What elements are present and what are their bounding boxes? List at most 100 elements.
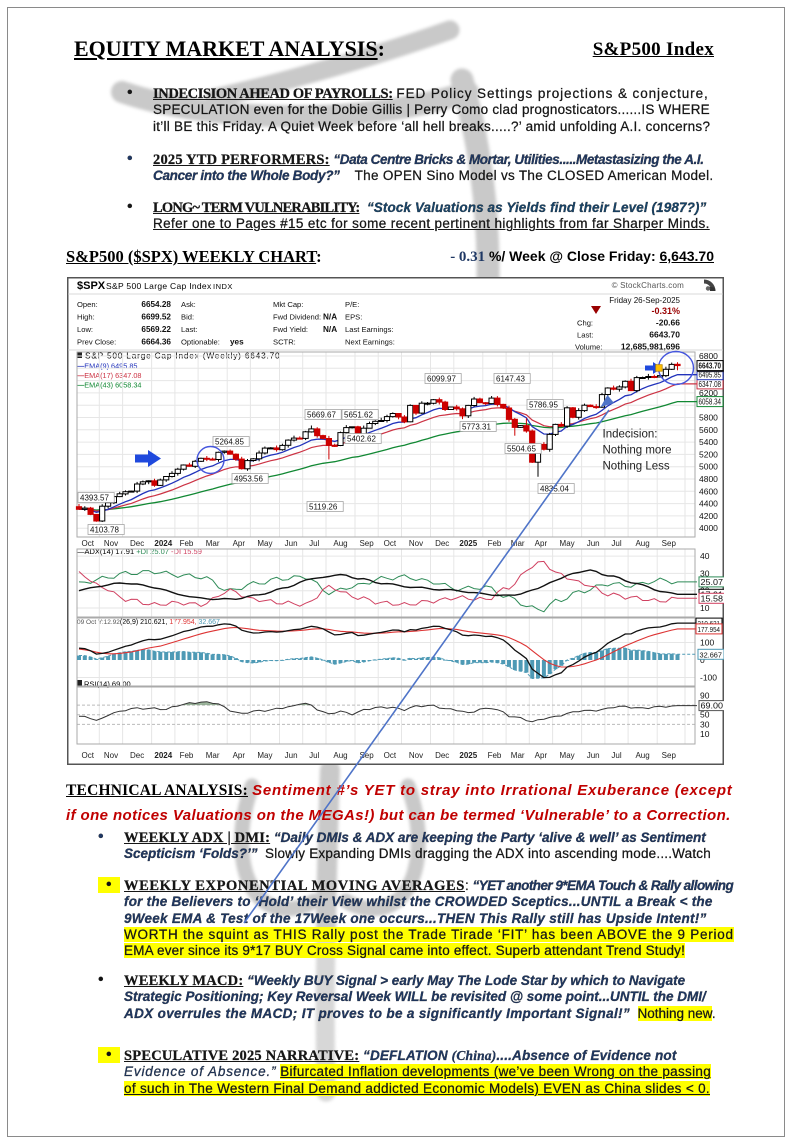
- svg-text:0: 0: [700, 655, 705, 665]
- svg-text:25.07: 25.07: [701, 578, 724, 587]
- svg-text:Mar: Mar: [206, 751, 220, 760]
- svg-text:May: May: [560, 539, 575, 548]
- svg-text:Oct: Oct: [81, 539, 94, 548]
- svg-text:Apr: Apr: [233, 751, 246, 760]
- svg-text:12,685,981,696: 12,685,981,696: [621, 342, 680, 352]
- svg-text:40: 40: [700, 551, 710, 561]
- svg-text:Friday 26-Sep-2025: Friday 26-Sep-2025: [609, 296, 680, 305]
- svg-text:6347.08: 6347.08: [699, 380, 722, 389]
- svg-text:2024: 2024: [154, 539, 172, 548]
- svg-text:Feb: Feb: [488, 539, 502, 548]
- svg-text:09 Oct Y:12.92(26,9) 210.621,: 09 Oct Y:12.92(26,9) 210.621, 177.954, 3…: [77, 619, 220, 626]
- svg-text:Jul: Jul: [309, 539, 319, 548]
- svg-text:5600: 5600: [699, 425, 718, 435]
- svg-text:Sep: Sep: [359, 539, 374, 548]
- svg-text:Aug: Aug: [635, 539, 649, 548]
- svg-text:6495.85: 6495.85: [699, 371, 722, 380]
- svg-text:Jul: Jul: [611, 539, 621, 548]
- svg-text:Mkt Cap:: Mkt Cap:: [273, 300, 303, 309]
- svg-text:4103.78: 4103.78: [90, 526, 119, 535]
- svg-text:5669.67: 5669.67: [307, 411, 336, 420]
- svg-text:Last Earnings:: Last Earnings:: [345, 325, 394, 334]
- svg-text:Jul: Jul: [611, 751, 621, 760]
- svg-text:N/A: N/A: [323, 313, 337, 322]
- svg-text:Last:: Last:: [181, 325, 197, 334]
- svg-text:Aug: Aug: [333, 751, 347, 760]
- svg-text:Dec: Dec: [130, 539, 144, 548]
- svg-text:Jun: Jun: [285, 539, 298, 548]
- svg-text:177.954: 177.954: [698, 625, 721, 634]
- svg-text:Mar: Mar: [511, 751, 525, 760]
- svg-text:6058.34: 6058.34: [699, 398, 722, 407]
- svg-text:Prev Close:: Prev Close:: [77, 338, 116, 347]
- svg-text:Sep: Sep: [662, 539, 677, 548]
- svg-text:Mar: Mar: [206, 539, 220, 548]
- svg-text:6643.70: 6643.70: [649, 330, 680, 340]
- svg-text:6699.52: 6699.52: [141, 313, 171, 322]
- svg-text:6800: 6800: [699, 351, 718, 361]
- svg-text:6147.43: 6147.43: [496, 375, 525, 384]
- svg-text:15.58: 15.58: [701, 594, 724, 603]
- svg-text:90: 90: [700, 691, 710, 701]
- svg-text:Ask:: Ask:: [181, 300, 196, 309]
- svg-text:5200: 5200: [699, 449, 718, 459]
- svg-text:Jun: Jun: [587, 751, 600, 760]
- svg-text:69.00: 69.00: [701, 702, 724, 711]
- svg-text:-0.31%: -0.31%: [651, 306, 680, 316]
- svg-text:6099.97: 6099.97: [427, 375, 456, 384]
- svg-text:-20.66: -20.66: [656, 318, 680, 328]
- svg-text:6569.22: 6569.22: [141, 325, 171, 334]
- svg-text:6643.70: 6643.70: [699, 362, 722, 371]
- svg-text:Jun: Jun: [587, 539, 600, 548]
- svg-text:4400: 4400: [699, 499, 718, 509]
- svg-text:2025: 2025: [459, 539, 477, 548]
- svg-text:5504.65: 5504.65: [507, 445, 536, 454]
- svg-text:S&P 500 Large Cap Index: S&P 500 Large Cap Index: [106, 281, 212, 291]
- svg-text:Dec: Dec: [130, 751, 144, 760]
- svg-text:Open:: Open:: [77, 300, 98, 309]
- svg-text:Nov: Nov: [104, 539, 118, 548]
- svg-text:Feb: Feb: [180, 751, 194, 760]
- svg-text:SCTR:: SCTR:: [273, 338, 296, 347]
- svg-text:EPS:: EPS:: [345, 313, 362, 322]
- svg-text:Dec: Dec: [435, 751, 449, 760]
- svg-text:30: 30: [700, 719, 710, 729]
- svg-text:Indecision:: Indecision:: [603, 429, 658, 441]
- svg-text:5786.95: 5786.95: [529, 401, 558, 410]
- svg-text:P/E:: P/E:: [345, 300, 359, 309]
- svg-text:32.667: 32.667: [700, 650, 723, 659]
- svg-text:—EMA(17) 6347.08: —EMA(17) 6347.08: [77, 371, 142, 380]
- svg-text:Feb: Feb: [488, 751, 502, 760]
- svg-text:5800: 5800: [699, 413, 718, 423]
- svg-text:—EMA(43) 6058.34: —EMA(43) 6058.34: [77, 381, 142, 390]
- svg-text:—EMA(9) 6495.85: —EMA(9) 6495.85: [77, 362, 137, 371]
- svg-text:Jun: Jun: [285, 751, 298, 760]
- svg-text:yes: yes: [230, 338, 244, 347]
- svg-text:RSI(14) 69.00: RSI(14) 69.00: [84, 680, 131, 689]
- svg-text:Nothing more: Nothing more: [603, 445, 672, 457]
- svg-text:6200: 6200: [699, 388, 718, 398]
- svg-text:Feb: Feb: [180, 539, 194, 548]
- svg-text:2024: 2024: [154, 751, 172, 760]
- svg-text:Fwd Yield:: Fwd Yield:: [273, 325, 308, 334]
- svg-text:10: 10: [700, 603, 710, 613]
- svg-text:Apr: Apr: [233, 539, 246, 548]
- svg-text:Last:: Last:: [577, 331, 593, 340]
- svg-text:5773.31: 5773.31: [462, 423, 491, 432]
- svg-text:Apr: Apr: [535, 751, 548, 760]
- svg-text:Sep: Sep: [359, 751, 374, 760]
- svg-text:Nothing Less: Nothing Less: [603, 461, 670, 473]
- svg-text:5651.62: 5651.62: [344, 411, 373, 420]
- svg-text:Apr: Apr: [535, 539, 548, 548]
- svg-text:May: May: [560, 751, 575, 760]
- svg-text:50: 50: [700, 710, 710, 720]
- svg-text:Jul: Jul: [309, 751, 319, 760]
- svg-text:Fwd Dividend:: Fwd Dividend:: [273, 313, 321, 322]
- svg-text:4393.57: 4393.57: [80, 494, 109, 503]
- svg-text:Nov: Nov: [409, 539, 423, 548]
- svg-text:5402.62: 5402.62: [347, 435, 376, 444]
- svg-text:Chg:: Chg:: [577, 319, 593, 328]
- svg-text:4600: 4600: [699, 486, 718, 496]
- svg-text:Volume:: Volume:: [575, 343, 602, 352]
- svg-text:—ADX(14) 17.91 +DI 25.07 -DI 1: —ADX(14) 17.91 +DI 25.07 -DI 15.59: [77, 547, 202, 556]
